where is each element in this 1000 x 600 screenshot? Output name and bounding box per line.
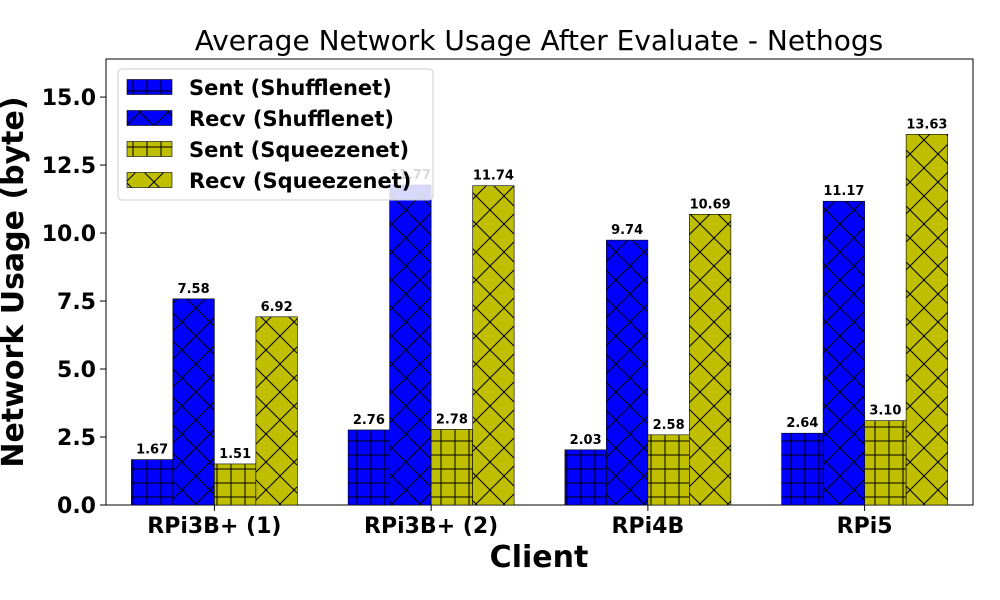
bar-hatch-1-3 [822, 200, 865, 506]
legend-box [117, 68, 434, 201]
bar-hatch-1-2 [606, 239, 649, 506]
y-axis: 0.0 2.5 5.0 7.5 10.0 12.5 15.0 [42, 86, 106, 519]
bar-hatch-3-2 [689, 213, 732, 506]
bar-hatch-3-1 [472, 185, 515, 506]
legend-label-2: Sent (Squeezenet) [189, 138, 409, 162]
data-label-0-0: 1.67 [136, 443, 168, 458]
y-tick-label-2: 5.0 [57, 358, 96, 383]
data-label-3-1: 11.74 [473, 169, 514, 184]
y-axis-label: Network Usage (byte) [0, 96, 31, 467]
y-tick-label-5: 12.5 [42, 154, 96, 179]
bar-hatch-0-3 [781, 432, 824, 506]
data-label-0-2: 2.03 [570, 433, 602, 448]
legend-label-3: Recv (Squeezenet) [189, 169, 411, 193]
y-tick-label-1: 2.5 [57, 426, 96, 451]
legend-swatch-hatch-3 [126, 172, 173, 188]
bar-hatch-1-1 [389, 184, 432, 506]
data-label-3-3: 13.63 [906, 117, 947, 132]
data-label-2-0: 1.51 [219, 447, 251, 462]
data-label-2-1: 2.78 [436, 412, 468, 427]
y-tick-label-6: 15.0 [42, 86, 96, 111]
x-tick-label-3: RPi5 [837, 514, 893, 539]
legend: Sent (Shufflenet) Recv (Shufflenet) Sent (… [117, 68, 434, 201]
data-label-1-0: 7.58 [178, 282, 210, 297]
y-tick-label-3: 7.5 [57, 290, 96, 315]
data-label-0-1: 2.76 [353, 413, 385, 428]
bars [131, 134, 948, 506]
legend-swatch-hatch-0 [126, 79, 173, 95]
y-tick-label-0: 0.0 [57, 494, 96, 519]
x-tick-label-2: RPi4B [612, 514, 685, 539]
bar-hatch-2-2 [647, 434, 690, 506]
legend-label-1: Recv (Shufflenet) [189, 107, 394, 131]
x-tick-label-1: RPi3B+ (2) [364, 514, 498, 539]
x-tick-label-0: RPi3B+ (1) [147, 514, 281, 539]
data-label-1-2: 9.74 [611, 223, 643, 238]
bar-hatch-3-0 [255, 316, 298, 506]
bar-hatch-2-3 [864, 420, 907, 506]
bar-hatch-1-0 [172, 298, 215, 506]
data-label-3-0: 6.92 [261, 300, 293, 315]
plot-frame [105, 58, 974, 506]
bar-hatch-2-1 [430, 429, 473, 506]
data-label-2-3: 3.10 [869, 404, 901, 419]
data-label-3-2: 10.69 [690, 197, 731, 212]
bar-hatch-0-2 [564, 449, 607, 506]
chart-title: Average Network Usage After Evaluate - N… [195, 24, 884, 57]
x-axis-label: Client [490, 540, 589, 575]
bar-hatch-0-0 [131, 459, 174, 506]
data-label-0-3: 2.64 [786, 416, 818, 431]
y-tick-label-4: 10.0 [42, 222, 96, 247]
legend-label-0: Sent (Shufflenet) [189, 76, 392, 100]
bar-hatch-2-0 [214, 463, 257, 506]
bar-hatch-0-1 [347, 429, 390, 506]
legend-swatch-hatch-2 [126, 141, 173, 157]
bar-hatch-3-3 [905, 134, 948, 506]
data-label-2-2: 2.58 [653, 418, 685, 433]
x-axis: RPi3B+ (1) RPi3B+ (2) RPi4B RPi5 [147, 505, 893, 539]
data-label-1-3: 11.17 [823, 184, 864, 199]
legend-swatch-hatch-1 [126, 110, 173, 126]
